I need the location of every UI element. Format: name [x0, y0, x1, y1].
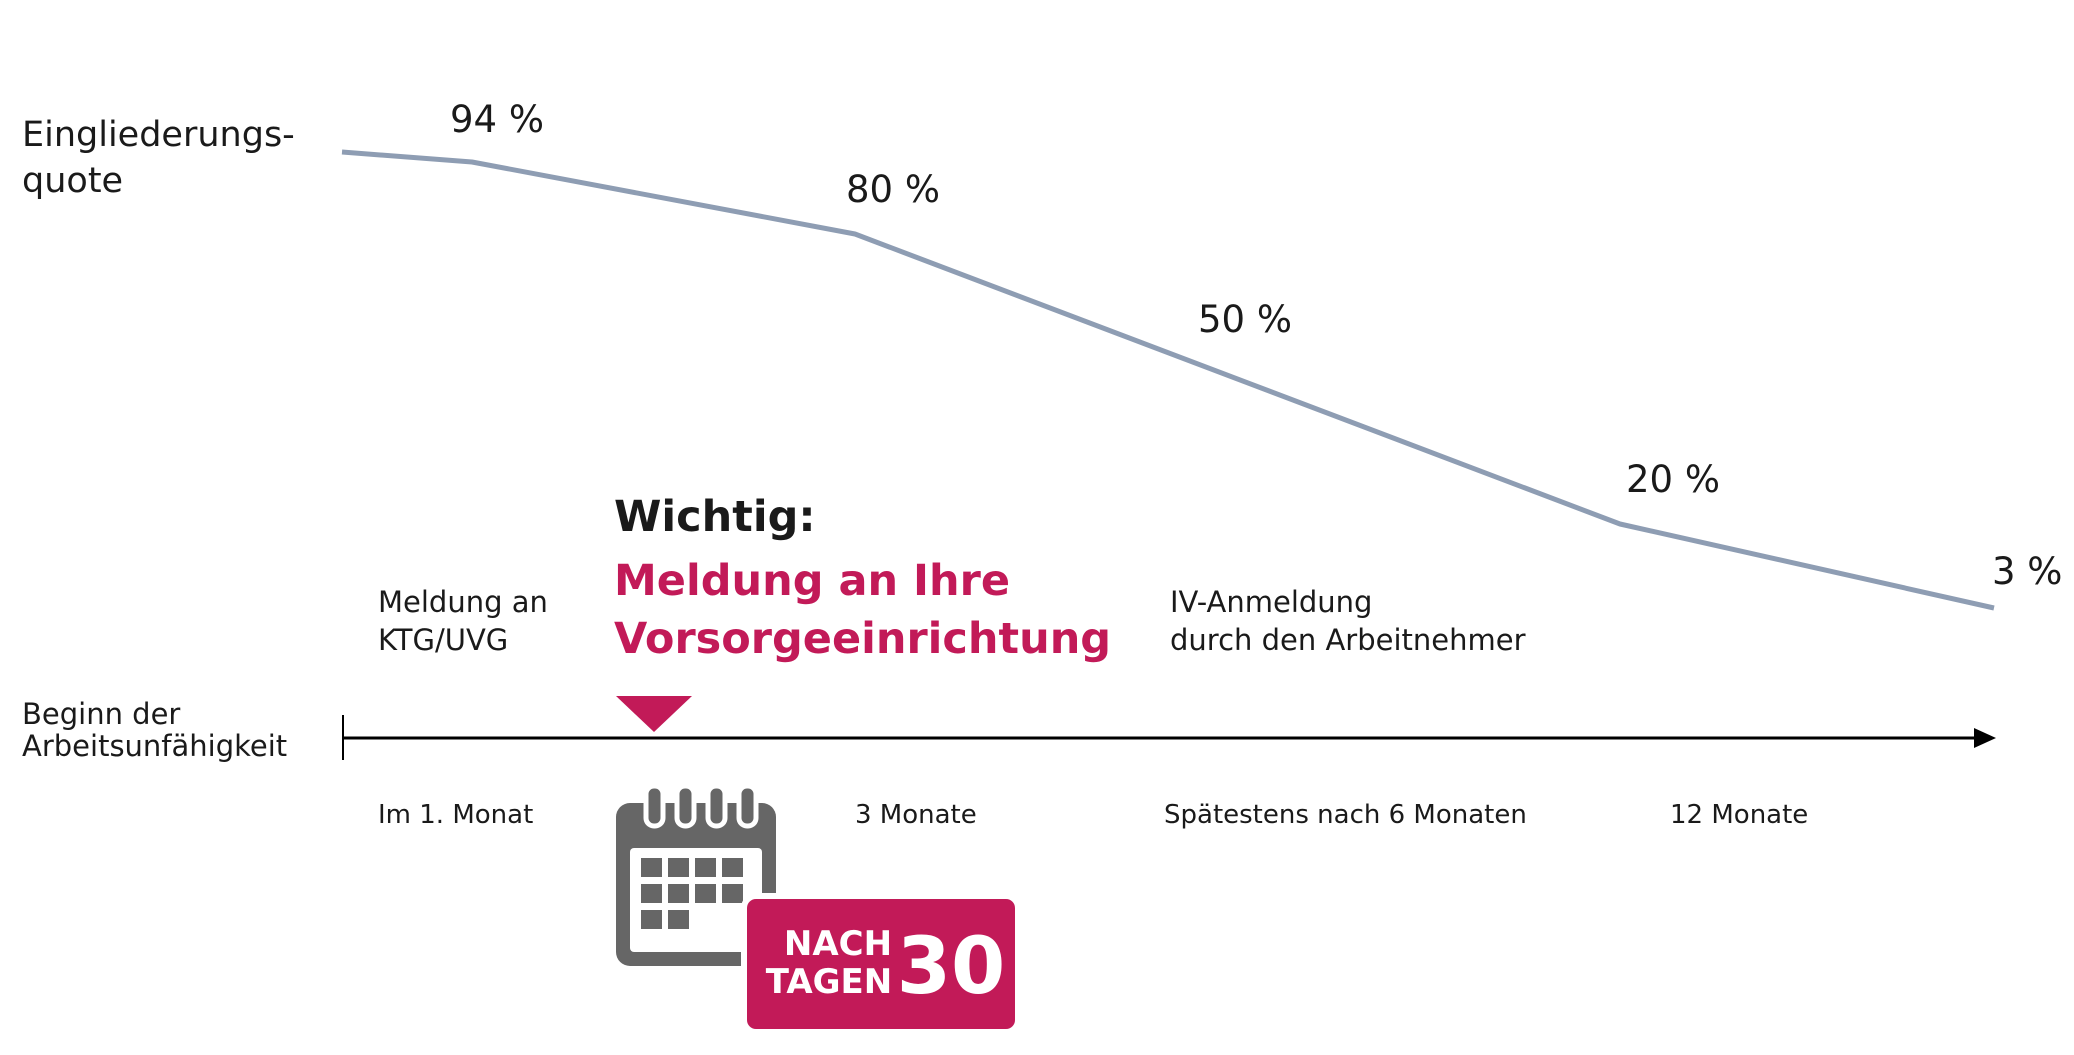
- axis-start-label-line1: Beginn der: [22, 697, 181, 731]
- point-label: 50 %: [1198, 298, 1292, 341]
- iv-registration-line1: IV-Anmeldung: [1170, 585, 1373, 619]
- iv-registration-line2: durch den Arbeitnehmer: [1170, 623, 1526, 657]
- y-axis-label-line1: Eingliederungs-: [22, 115, 295, 155]
- report-ktg-uvg-note: Meldung an KTG/UVG: [378, 583, 548, 659]
- y-axis-label: Eingliederungs- quote: [22, 112, 295, 204]
- pension-fund-notice-line1: Meldung an Ihre: [614, 556, 1011, 606]
- calendar-icon: [616, 783, 776, 966]
- point-label: 94 %: [450, 98, 544, 141]
- point-label: 20 %: [1626, 458, 1720, 501]
- iv-registration-note: IV-Anmeldung durch den Arbeitnehmer: [1170, 583, 1526, 659]
- report-ktg-uvg-line2: KTG/UVG: [378, 623, 509, 657]
- important-title: Wichtig:: [614, 492, 816, 542]
- badge-line2: TAGEN: [766, 962, 892, 1002]
- timeline-arrowhead-icon: [1974, 728, 1996, 748]
- report-ktg-uvg-line1: Meldung an: [378, 585, 548, 619]
- point-label: 80 %: [846, 168, 940, 211]
- axis-start-label-line2: Arbeitsunfähigkeit: [22, 729, 288, 763]
- badge-number: 30: [897, 922, 1006, 1012]
- tick-label: Spätestens nach 6 Monaten: [1164, 800, 1527, 830]
- axis-start-label: Beginn der Arbeitsunfähigkeit: [22, 698, 287, 762]
- y-axis-label-line2: quote: [22, 161, 124, 201]
- tick-label: 3 Monate: [855, 800, 977, 830]
- integration-rate-line: [341, 149, 1995, 611]
- badge-line1: NACH: [784, 924, 892, 964]
- tick-label: Im 1. Monat: [378, 800, 534, 830]
- point-label: 3 %: [1992, 550, 2063, 593]
- pension-fund-notice: Meldung an Ihre Vorsorgeeinrichtung: [614, 552, 1111, 668]
- after-30-days-badge: NACH TAGEN 30: [741, 893, 1021, 1035]
- marker-triangle-icon: [616, 696, 692, 732]
- tick-label: 12 Monate: [1670, 800, 1809, 830]
- pension-fund-notice-line2: Vorsorgeeinrichtung: [614, 614, 1112, 664]
